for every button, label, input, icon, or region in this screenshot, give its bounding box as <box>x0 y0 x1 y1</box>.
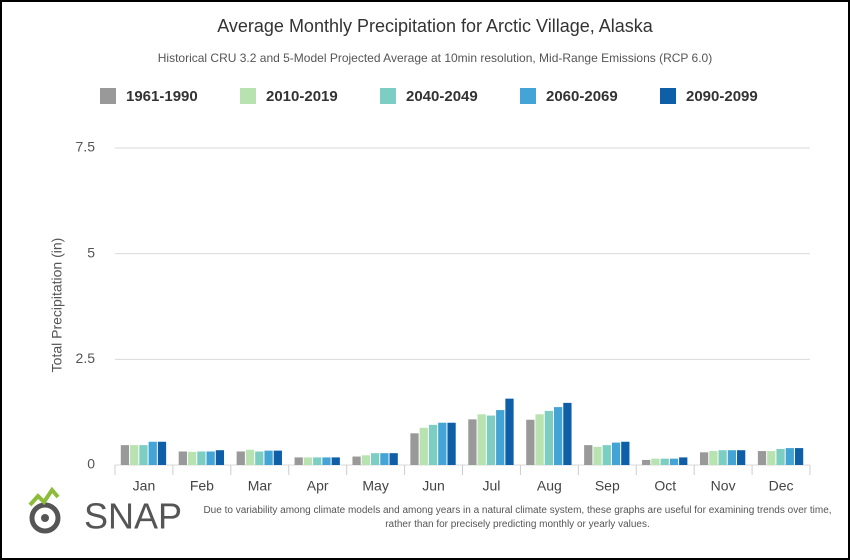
bar <box>273 450 282 465</box>
bar <box>496 410 505 465</box>
bar <box>157 441 167 465</box>
bar <box>370 453 380 465</box>
bar <box>757 451 767 465</box>
bar <box>264 450 273 465</box>
bar <box>428 424 438 465</box>
bar <box>313 457 322 465</box>
bar <box>245 449 255 465</box>
bar <box>776 448 785 465</box>
bar <box>187 451 197 465</box>
bar <box>380 453 389 465</box>
bar <box>419 427 428 465</box>
bar <box>718 450 727 465</box>
y-tick-label: 7.5 <box>76 139 96 155</box>
logo-dot <box>41 514 49 522</box>
bar <box>544 410 554 465</box>
bar <box>255 451 264 465</box>
bar <box>699 452 709 465</box>
bar <box>178 451 187 465</box>
x-tick-label: Jan <box>133 478 156 494</box>
bar <box>236 451 245 465</box>
x-tick-label: Aug <box>537 478 562 494</box>
bar <box>352 456 361 465</box>
bar <box>737 450 746 465</box>
x-tick-label: Jun <box>422 478 445 494</box>
legend-swatch <box>660 88 676 104</box>
bar <box>611 442 621 465</box>
bar <box>331 457 340 465</box>
bar <box>593 446 602 465</box>
bar <box>602 445 611 465</box>
bar <box>410 433 419 465</box>
bar <box>215 450 225 465</box>
logo-text: SNAP <box>84 496 182 537</box>
bar <box>361 455 370 465</box>
x-tick-label: Oct <box>654 478 676 494</box>
legend-swatch <box>520 88 536 104</box>
bar <box>535 414 544 465</box>
x-tick-label: Dec <box>769 478 794 494</box>
bar <box>767 451 776 465</box>
legend-swatch <box>240 88 256 104</box>
bar <box>679 457 688 465</box>
bar <box>794 448 804 465</box>
legend-label: 2060-2069 <box>546 88 618 105</box>
bar <box>294 457 303 465</box>
chart-title: Average Monthly Precipitation for Arctic… <box>217 16 654 36</box>
bar <box>554 407 563 465</box>
legend-label: 2040-2049 <box>406 88 478 105</box>
bar <box>584 445 593 465</box>
bar <box>642 459 651 465</box>
bar <box>139 445 148 465</box>
bar <box>621 441 630 465</box>
y-tick-label: 0 <box>87 456 95 472</box>
bar <box>447 422 456 465</box>
bar <box>120 445 130 465</box>
bar <box>389 453 398 465</box>
bar <box>669 458 679 465</box>
bar <box>468 419 477 465</box>
bar <box>438 422 447 465</box>
bar <box>197 451 206 465</box>
legend-label: 1961-1990 <box>126 88 198 105</box>
chart-subtitle: Historical CRU 3.2 and 5-Model Projected… <box>158 51 712 65</box>
bar <box>505 398 514 465</box>
bar <box>130 445 139 465</box>
x-tick-label: May <box>362 478 388 494</box>
bar <box>206 451 215 465</box>
logo-line <box>28 486 60 507</box>
bar <box>709 451 718 465</box>
bar <box>322 457 331 465</box>
bar <box>660 458 669 465</box>
legend-swatch <box>100 88 116 104</box>
y-tick-label: 5 <box>87 244 95 260</box>
bar <box>486 415 496 465</box>
bar <box>651 458 660 465</box>
x-tick-label: Jul <box>483 478 501 494</box>
y-tick-label: 2.5 <box>76 350 96 366</box>
y-axis-label: Total Precipitation (in) <box>49 238 65 373</box>
bar <box>477 414 486 465</box>
bar <box>303 457 313 465</box>
bar <box>148 441 157 465</box>
bar <box>563 402 572 465</box>
bar <box>785 448 794 465</box>
legend-label: 2010-2019 <box>266 88 338 105</box>
legend-label: 2090-2099 <box>686 88 758 105</box>
x-tick-label: Nov <box>711 478 736 494</box>
x-tick-label: Sep <box>595 478 620 494</box>
footnote: Due to variability among climate models … <box>203 505 832 530</box>
bar <box>727 450 737 465</box>
legend-swatch <box>380 88 396 104</box>
bar <box>526 419 535 465</box>
logo-ring <box>29 502 61 534</box>
x-tick-label: Mar <box>248 478 272 494</box>
x-tick-label: Apr <box>307 478 329 494</box>
x-tick-label: Feb <box>190 478 214 494</box>
logo: SNAP <box>28 486 182 537</box>
